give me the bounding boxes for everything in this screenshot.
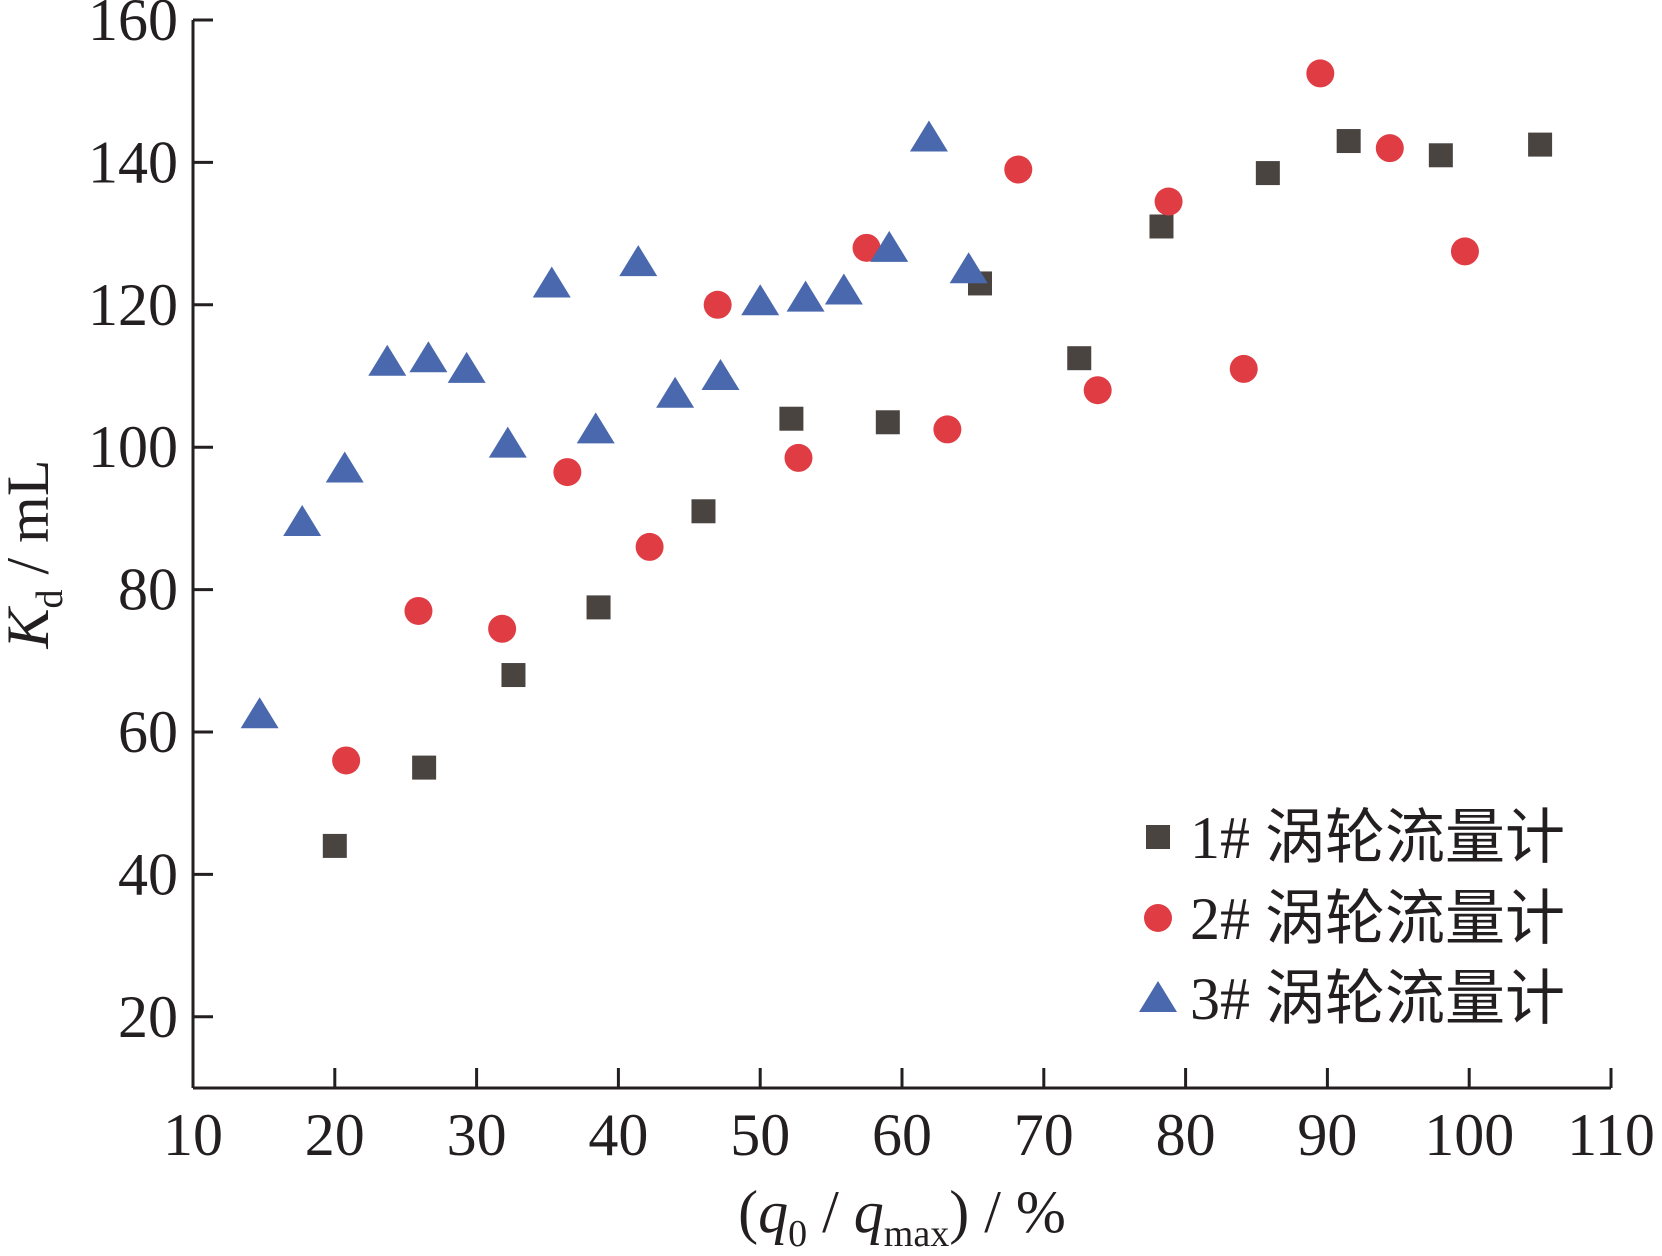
x-axis-title: (q0 / qmax) / % <box>738 1179 1066 1255</box>
data-point <box>741 284 780 316</box>
data-point <box>322 833 347 858</box>
data-point <box>1375 134 1404 163</box>
x-tick-label: 10 <box>163 1102 223 1168</box>
x-tick-label: 50 <box>730 1102 790 1168</box>
data-point <box>619 245 658 277</box>
data-point <box>325 451 364 483</box>
data-point <box>786 280 825 312</box>
legend-marker <box>1139 981 1177 1012</box>
data-points <box>240 59 1553 858</box>
data-point <box>1154 187 1183 216</box>
data-point <box>368 344 407 376</box>
data-point <box>779 406 804 431</box>
data-point <box>852 233 881 262</box>
y-tick-label: 160 <box>88 0 178 53</box>
data-point <box>412 755 437 780</box>
x-tick-label: 60 <box>872 1102 932 1168</box>
legend-marker <box>1144 904 1172 932</box>
data-point <box>949 252 988 284</box>
data-point <box>553 458 582 487</box>
data-point <box>501 663 526 688</box>
series-3 <box>240 120 988 729</box>
x-tick-label: 30 <box>447 1102 507 1168</box>
y-axis-title: Kd / mL <box>0 459 71 649</box>
data-point <box>635 532 664 561</box>
series-2 <box>332 59 1479 775</box>
y-ticks: 20 40 60 80 100 120 140 160 <box>88 0 213 1050</box>
data-point <box>691 499 716 524</box>
x-tick-label: 100 <box>1424 1102 1514 1168</box>
x-tick-label: 70 <box>1014 1102 1074 1168</box>
data-point <box>576 412 615 444</box>
y-tick-label: 60 <box>118 699 178 765</box>
legend-label: 3# 涡轮流量计 <box>1190 966 1565 1032</box>
data-point <box>656 376 695 408</box>
data-point <box>1229 354 1258 383</box>
x-tick-label: 90 <box>1297 1102 1357 1168</box>
data-point <box>1004 155 1033 184</box>
x-tick-label: 40 <box>588 1102 648 1168</box>
data-point <box>701 359 740 390</box>
y-tick-label: 100 <box>88 414 178 480</box>
data-point <box>933 415 962 444</box>
data-point <box>488 426 527 458</box>
data-point <box>870 230 909 262</box>
y-tick-label: 20 <box>118 984 178 1050</box>
data-point <box>447 351 486 383</box>
y-tick-label: 80 <box>118 557 178 623</box>
series-1 <box>322 129 1553 858</box>
legend-label: 1# 涡轮流量计 <box>1190 805 1565 871</box>
data-point <box>488 614 517 643</box>
y-tick-label: 40 <box>118 841 178 907</box>
x-ticks: 10 20 30 40 50 60 70 80 90 100 110 <box>163 1068 1655 1168</box>
data-point <box>824 273 863 305</box>
data-point <box>283 504 322 536</box>
data-point <box>909 120 948 152</box>
data-point <box>1149 214 1174 239</box>
data-point <box>532 266 571 298</box>
y-tick-label: 120 <box>88 272 178 338</box>
data-point <box>1428 143 1453 168</box>
data-point <box>875 410 900 435</box>
data-point <box>1336 129 1361 154</box>
x-tick-label: 110 <box>1567 1102 1655 1168</box>
data-point <box>703 290 732 319</box>
legend-marker <box>1146 825 1170 849</box>
data-point <box>332 746 361 775</box>
data-point <box>404 596 433 625</box>
data-point <box>784 443 813 472</box>
legend-label: 2# 涡轮流量计 <box>1190 886 1565 952</box>
data-point <box>1083 376 1112 405</box>
data-point <box>1255 161 1280 186</box>
x-tick-label: 20 <box>305 1102 365 1168</box>
data-point <box>240 697 279 729</box>
data-point <box>409 341 448 373</box>
y-tick-label: 140 <box>88 129 178 195</box>
data-point <box>1067 346 1092 371</box>
data-point <box>1450 237 1479 266</box>
x-tick-label: 80 <box>1156 1102 1216 1168</box>
data-point <box>1528 132 1553 157</box>
data-point <box>1306 59 1335 88</box>
legend: 1# 涡轮流量计 2# 涡轮流量计 3# 涡轮流量计 <box>1139 805 1565 1032</box>
data-point <box>586 595 611 620</box>
